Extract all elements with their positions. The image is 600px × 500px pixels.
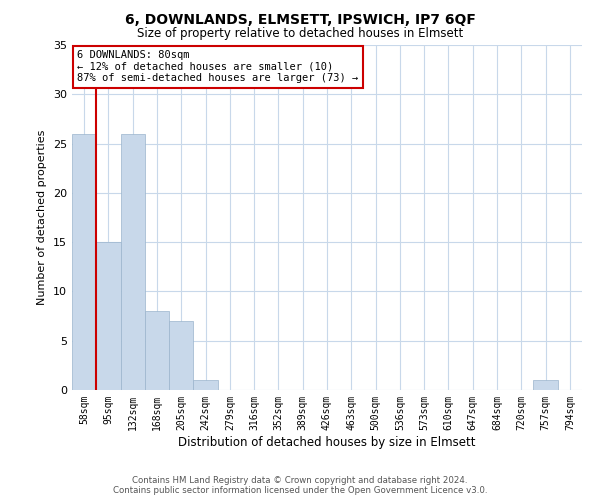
Bar [193,380,218,390]
Bar [121,134,145,390]
Text: 6, DOWNLANDS, ELMSETT, IPSWICH, IP7 6QF: 6, DOWNLANDS, ELMSETT, IPSWICH, IP7 6QF [125,12,475,26]
Bar [533,380,558,390]
Bar [96,242,121,390]
Bar [145,311,169,390]
X-axis label: Distribution of detached houses by size in Elmsett: Distribution of detached houses by size … [178,436,476,448]
Text: Contains HM Land Registry data © Crown copyright and database right 2024.
Contai: Contains HM Land Registry data © Crown c… [113,476,487,495]
Text: 6 DOWNLANDS: 80sqm
← 12% of detached houses are smaller (10)
87% of semi-detache: 6 DOWNLANDS: 80sqm ← 12% of detached hou… [77,50,358,84]
Text: Size of property relative to detached houses in Elmsett: Size of property relative to detached ho… [137,28,463,40]
Bar [72,134,96,390]
Bar [169,321,193,390]
Y-axis label: Number of detached properties: Number of detached properties [37,130,47,305]
